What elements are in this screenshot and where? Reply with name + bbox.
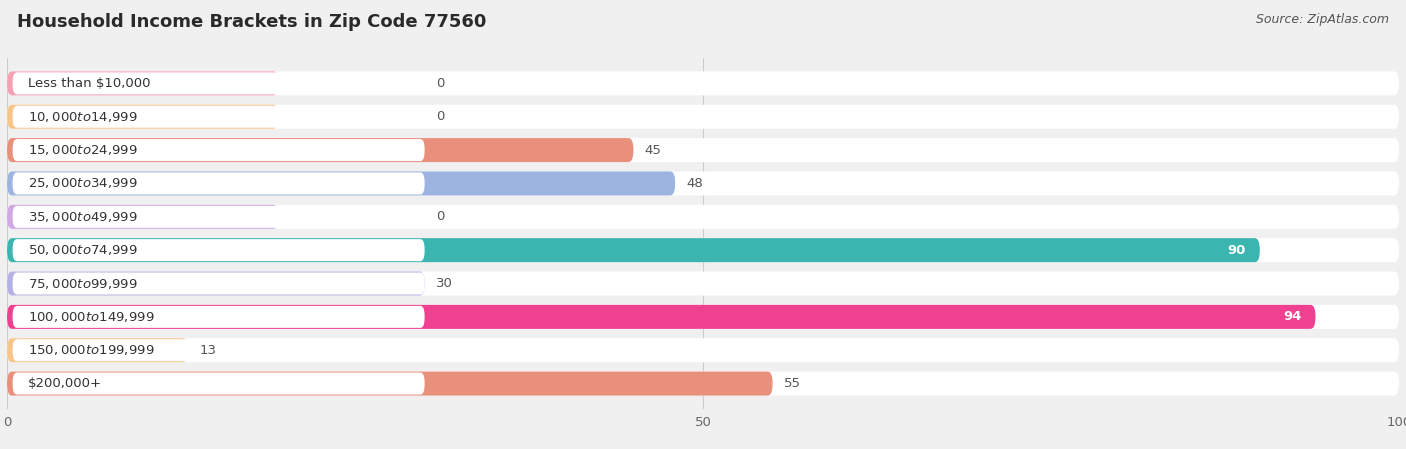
Text: $10,000 to $14,999: $10,000 to $14,999 [28, 110, 138, 124]
FancyBboxPatch shape [13, 106, 425, 128]
FancyBboxPatch shape [7, 272, 1399, 295]
Text: 0: 0 [436, 77, 444, 90]
FancyBboxPatch shape [7, 71, 278, 95]
FancyBboxPatch shape [7, 372, 1399, 396]
FancyBboxPatch shape [7, 105, 1399, 129]
FancyBboxPatch shape [7, 205, 278, 229]
FancyBboxPatch shape [13, 339, 425, 361]
FancyBboxPatch shape [7, 238, 1260, 262]
Text: 45: 45 [644, 144, 661, 157]
Text: $15,000 to $24,999: $15,000 to $24,999 [28, 143, 138, 157]
FancyBboxPatch shape [13, 72, 425, 94]
FancyBboxPatch shape [7, 338, 1399, 362]
Text: $200,000+: $200,000+ [28, 377, 101, 390]
Text: $35,000 to $49,999: $35,000 to $49,999 [28, 210, 138, 224]
Text: 0: 0 [436, 110, 444, 123]
FancyBboxPatch shape [7, 138, 1399, 162]
Text: Less than $10,000: Less than $10,000 [28, 77, 150, 90]
FancyBboxPatch shape [7, 138, 633, 162]
Text: $50,000 to $74,999: $50,000 to $74,999 [28, 243, 138, 257]
FancyBboxPatch shape [13, 239, 425, 261]
FancyBboxPatch shape [13, 273, 425, 295]
FancyBboxPatch shape [13, 139, 425, 161]
FancyBboxPatch shape [7, 372, 773, 396]
Text: $150,000 to $199,999: $150,000 to $199,999 [28, 343, 155, 357]
FancyBboxPatch shape [7, 71, 1399, 95]
FancyBboxPatch shape [13, 206, 425, 228]
FancyBboxPatch shape [7, 172, 675, 195]
Text: $25,000 to $34,999: $25,000 to $34,999 [28, 176, 138, 190]
FancyBboxPatch shape [7, 205, 1399, 229]
Text: 30: 30 [436, 277, 453, 290]
FancyBboxPatch shape [7, 105, 278, 129]
FancyBboxPatch shape [7, 172, 1399, 195]
Text: $100,000 to $149,999: $100,000 to $149,999 [28, 310, 155, 324]
FancyBboxPatch shape [7, 305, 1399, 329]
Text: 94: 94 [1284, 310, 1302, 323]
Text: $75,000 to $99,999: $75,000 to $99,999 [28, 277, 138, 291]
FancyBboxPatch shape [13, 306, 425, 328]
FancyBboxPatch shape [7, 305, 1316, 329]
Text: Household Income Brackets in Zip Code 77560: Household Income Brackets in Zip Code 77… [17, 13, 486, 31]
Text: Source: ZipAtlas.com: Source: ZipAtlas.com [1256, 13, 1389, 26]
FancyBboxPatch shape [13, 373, 425, 395]
FancyBboxPatch shape [13, 172, 425, 194]
FancyBboxPatch shape [7, 338, 188, 362]
Text: 48: 48 [686, 177, 703, 190]
Text: 90: 90 [1227, 244, 1246, 257]
FancyBboxPatch shape [7, 238, 1399, 262]
Text: 0: 0 [436, 210, 444, 223]
FancyBboxPatch shape [7, 272, 425, 295]
Text: 13: 13 [200, 344, 217, 357]
Text: 55: 55 [783, 377, 801, 390]
